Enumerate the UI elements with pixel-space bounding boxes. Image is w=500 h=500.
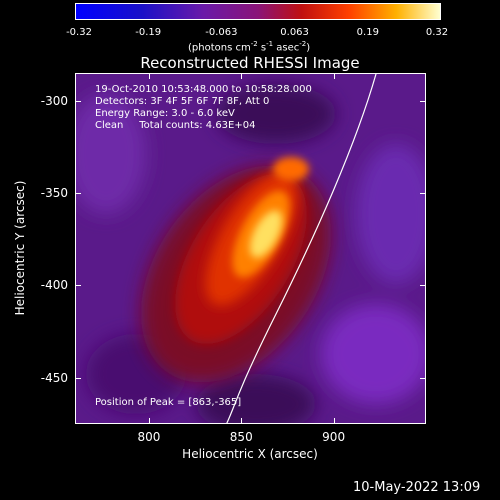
y-tick-label: -300 [40, 93, 68, 108]
colorbar-tick-label: -0.063 [205, 27, 238, 38]
peak-position: Position of Peak = [863,-365] [95, 397, 242, 408]
x-tick-mark [148, 418, 150, 424]
y-tick-mark [420, 100, 426, 102]
colorbar-units: (photons cm-2 s-1 asec-2) [188, 40, 311, 54]
colorbar [75, 3, 441, 20]
energy-range: Energy Range: 3.0 - 6.0 keV [95, 108, 235, 119]
y-tick-mark [75, 285, 81, 287]
x-tick-mark [148, 73, 150, 79]
y-tick-mark [75, 377, 81, 379]
colorbar-tick-label: 0.19 [356, 27, 379, 38]
x-tick-mark [241, 73, 243, 79]
detectors: Detectors: 3F 4F 5F 6F 7F 8F, Att 0 [95, 96, 270, 107]
colorbar-tick-label: -0.32 [66, 27, 92, 38]
y-tick-label: -350 [40, 186, 68, 201]
colorbar-tick-label: -0.19 [135, 27, 162, 38]
y-tick-mark [75, 100, 81, 102]
x-tick-mark [333, 73, 335, 79]
x-tick-label: 900 [322, 430, 346, 444]
y-tick-mark [420, 285, 426, 287]
y-tick-label: -450 [40, 370, 68, 385]
x-tick-label: 800 [137, 430, 161, 444]
footer-date: 10-May-2022 13:09 [353, 480, 481, 495]
rhessi-image [76, 74, 425, 423]
plot-area [75, 73, 426, 424]
colorbar-tick-label: 0.063 [280, 27, 309, 38]
x-tick-label: 850 [229, 430, 253, 444]
y-tick-mark [75, 193, 81, 195]
x-tick-mark [241, 418, 243, 424]
solar-limb-line [226, 74, 377, 423]
y-tick-mark [420, 377, 426, 379]
observation-info: 19-Oct-2010 10:53:48.000 to 10:58:28.000… [95, 84, 312, 132]
time-range: 19-Oct-2010 10:53:48.000 to 10:58:28.000 [95, 84, 312, 95]
x-tick-mark [333, 418, 335, 424]
clean-counts: Clean Total counts: 4.63E+04 [95, 120, 256, 131]
y-axis-label: Heliocentric Y (arcsec) [13, 180, 27, 316]
x-axis-label: Heliocentric X (arcsec) [182, 447, 318, 461]
y-tick-label: -400 [40, 278, 68, 293]
plot-title: Reconstructed RHESSI Image [140, 54, 360, 72]
colorbar-tick-label: 0.32 [425, 27, 449, 38]
y-tick-mark [420, 193, 426, 195]
